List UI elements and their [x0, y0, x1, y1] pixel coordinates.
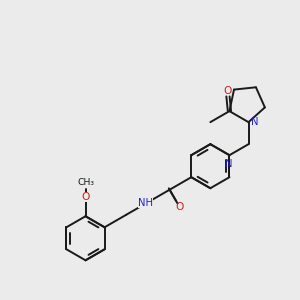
Text: O: O — [81, 192, 90, 202]
Text: O: O — [224, 86, 232, 96]
Text: CH₃: CH₃ — [77, 178, 94, 187]
Text: O: O — [176, 202, 184, 212]
Text: NH: NH — [138, 197, 153, 208]
Text: N: N — [251, 117, 258, 127]
Text: N: N — [224, 159, 232, 169]
